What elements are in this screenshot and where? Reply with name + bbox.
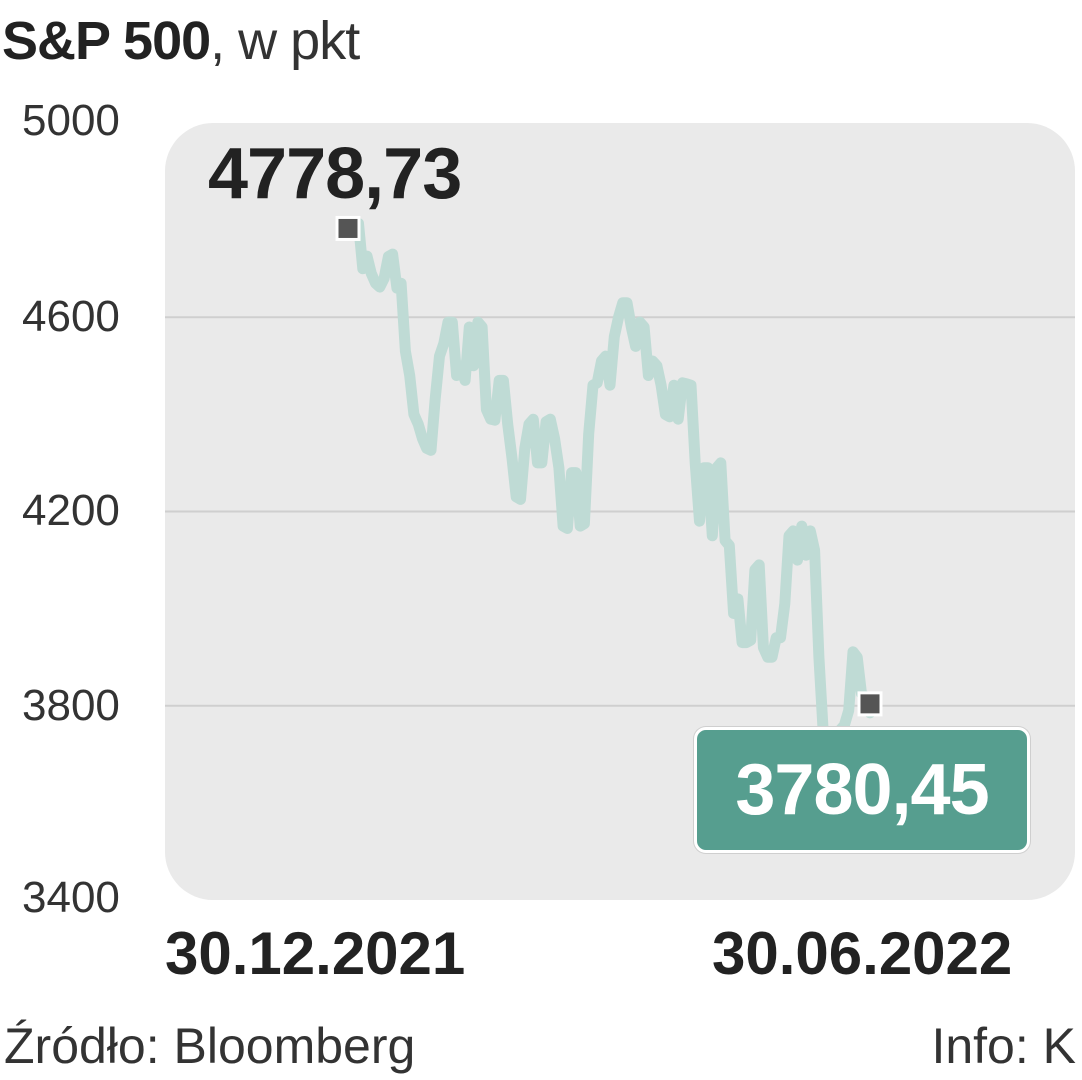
chart-title-bold: S&P 500 <box>2 11 211 71</box>
gridlines <box>165 316 1075 707</box>
chart-title: S&P 500, w pkt <box>2 6 360 76</box>
info-note: Info: K <box>931 1018 1076 1074</box>
y-tick-label: 4200 <box>22 486 120 535</box>
start-value-label: 4778,73 <box>208 134 462 214</box>
start-point-marker <box>335 215 361 241</box>
y-tick-label: 3800 <box>22 681 120 730</box>
chart-title-unit: , w pkt <box>210 11 360 71</box>
x-tick-label-end: 30.06.2022 <box>712 920 1013 987</box>
source-note: Źródło: Bloomberg <box>4 1018 416 1074</box>
end-value-label: 3780,45 <box>735 750 989 830</box>
y-tick-label: 4600 <box>22 292 120 341</box>
end-value-badge: 3780,45 <box>694 727 1030 853</box>
end-point-marker <box>857 691 883 717</box>
y-tick-label: 3400 <box>22 873 120 922</box>
y-tick-label: 5000 <box>22 96 120 145</box>
series-line <box>344 216 876 780</box>
x-tick-label-start: 30.12.2021 <box>165 920 466 987</box>
